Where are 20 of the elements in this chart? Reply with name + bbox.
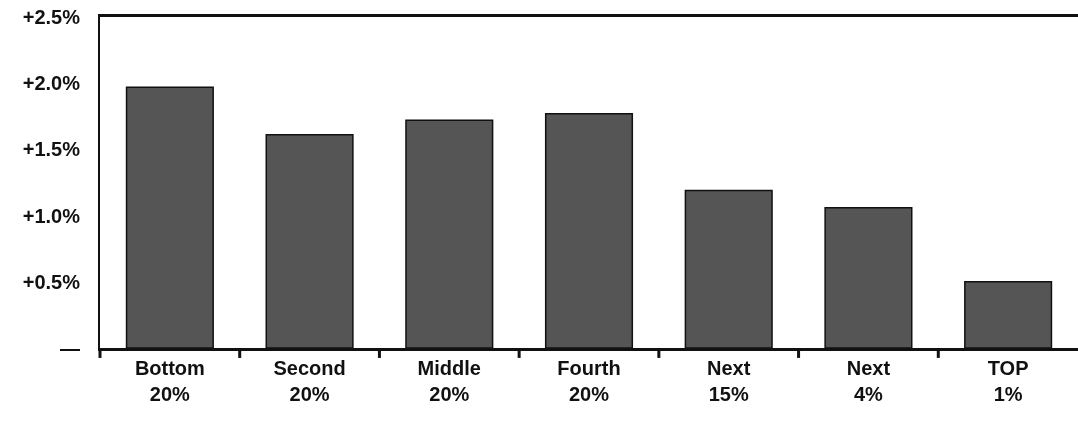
bar: [265, 134, 354, 348]
y-tick-label: +2.5%: [22, 6, 81, 28]
bar: [824, 206, 913, 348]
y-tick-label: +1.0%: [22, 204, 81, 227]
y-tick-label: —: [60, 337, 80, 359]
bar: [964, 281, 1053, 348]
bar: [684, 189, 773, 348]
y-tick-label: +0.5%: [22, 270, 81, 293]
x-tick-label: Next 15%: [707, 357, 751, 405]
x-tick-label: TOP 1%: [987, 357, 1029, 405]
bar: [544, 112, 634, 348]
bar: [125, 86, 214, 348]
x-tick-label: Fourth 20%: [557, 357, 621, 405]
y-tick-label: +2.0%: [22, 72, 81, 95]
x-tick-label: Bottom 20%: [134, 357, 205, 405]
x-tick-label: Next 4%: [846, 357, 891, 405]
x-tick-label: Second 20%: [273, 357, 346, 405]
x-tick-label: Middle 20%: [417, 357, 481, 405]
y-tick-label: +1.5%: [22, 138, 81, 161]
bar: [405, 119, 494, 348]
